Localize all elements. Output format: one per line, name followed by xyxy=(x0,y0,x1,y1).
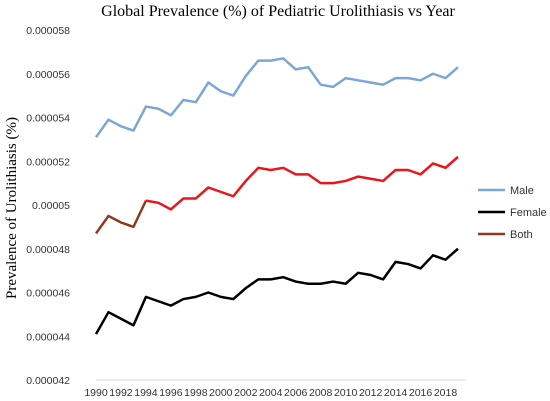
series-lines xyxy=(94,57,459,335)
x-tick-label: 2000 xyxy=(209,387,233,399)
series-line-male xyxy=(94,57,459,138)
y-tick-label: 0.00005 xyxy=(32,200,70,212)
x-tick-label: 1994 xyxy=(134,387,158,399)
y-tick-label: 0.000058 xyxy=(26,25,70,37)
x-tick-label: 2010 xyxy=(334,387,358,399)
legend-label-male: Male xyxy=(510,185,534,197)
y-axis-label: Prevalence of Urolithiasis (%) xyxy=(4,117,20,299)
legend-label-female: Female xyxy=(510,207,547,219)
y-tick-label: 0.000052 xyxy=(26,156,70,168)
x-tick-label: 2008 xyxy=(309,387,333,399)
y-axis-ticks: 0.000042 0.000044 0.000046 0.000048 0.00005 0… xyxy=(26,25,70,387)
series-line-both-early xyxy=(94,200,148,235)
x-tick-label: 2018 xyxy=(434,387,458,399)
x-tick-label: 1998 xyxy=(184,387,208,399)
x-tick-label: 2014 xyxy=(384,387,408,399)
x-tick-label: 2012 xyxy=(359,387,383,399)
y-tick-label: 0.000048 xyxy=(26,244,70,256)
x-tick-label: 2006 xyxy=(284,387,308,399)
y-tick-label: 0.000042 xyxy=(26,375,70,387)
series-line-both xyxy=(145,155,459,211)
y-tick-label: 0.000056 xyxy=(26,69,70,81)
x-tick-label: 1992 xyxy=(109,387,133,399)
series-line-female xyxy=(94,247,459,335)
x-tick-label: 2002 xyxy=(234,387,258,399)
x-axis-ticks: 1990 1992 1994 1996 1998 2000 2002 2004 2006 2008… xyxy=(84,387,457,399)
y-tick-label: 0.000054 xyxy=(26,113,70,125)
x-tick-label: 2004 xyxy=(259,387,283,399)
legend-label-both: Both xyxy=(510,229,533,241)
y-tick-label: 0.000044 xyxy=(26,331,70,343)
x-tick-label: 1990 xyxy=(84,387,108,399)
x-tick-label: 2016 xyxy=(409,387,433,399)
chart-title: Global Prevalence (%) of Pediatric Uroli… xyxy=(101,3,455,20)
x-tick-label: 1996 xyxy=(159,387,183,399)
legend: Male Female Both xyxy=(478,185,547,241)
y-tick-label: 0.000046 xyxy=(26,288,70,300)
